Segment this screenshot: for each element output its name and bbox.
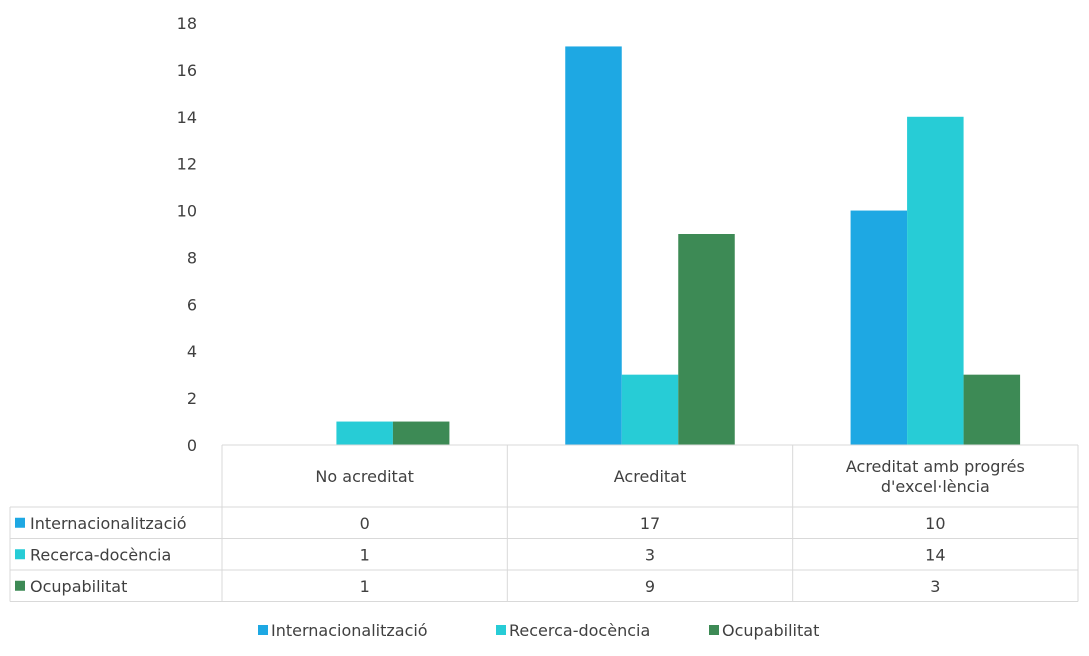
- category-label-acreditat: Acreditat: [614, 467, 686, 486]
- data-label-recerca-docencia-acreditat-amb-progres-d-excel-lencia: 14: [925, 545, 945, 564]
- y-tick-label: 6: [187, 295, 197, 314]
- table-legend-key-ocupabilitat: [15, 580, 25, 591]
- table-row-label-recerca-docencia: Recerca-docència: [30, 545, 171, 564]
- table-legend-key-internacionalitzacio: [15, 517, 25, 528]
- table-row-label-internacionalitzacio: Internacionalització: [30, 514, 187, 533]
- y-tick-label: 18: [177, 14, 197, 33]
- legend-key-recerca-docencia: [496, 625, 506, 635]
- legend: Internacionalització Recerca-docència Ocup…: [258, 621, 819, 640]
- y-tick-label: 4: [187, 342, 197, 361]
- y-tick-label: 10: [177, 202, 197, 221]
- data-label-internacionalitzacio-no-acreditat: 0: [360, 514, 370, 533]
- y-tick-label: 16: [177, 61, 197, 80]
- data-label-internacionalitzacio-acreditat-amb-progres-d-excel-lencia: 10: [925, 514, 945, 533]
- data-table: No acreditat Acreditat Acreditat amb progr…: [9, 444, 1079, 602]
- data-label-internacionalitzacio-acreditat: 17: [640, 514, 660, 533]
- legend-label-recerca-docencia: Recerca-docència: [509, 621, 650, 640]
- bar-recerca-docencia-no-acreditat: [336, 421, 393, 445]
- bar-ocupabilitat-no-acreditat: [392, 421, 450, 445]
- bar-internacionalitzacio-acreditat: [565, 46, 622, 445]
- bars: [336, 46, 1021, 446]
- data-label-recerca-docencia-no-acreditat: 1: [360, 545, 370, 564]
- category-label-no-acreditat: No acreditat: [315, 467, 413, 486]
- y-tick-label: 12: [177, 155, 197, 174]
- bar-recerca-docencia-acreditat-amb-progres-d-excel-lencia: [907, 116, 964, 446]
- legend-key-internacionalitzacio: [258, 625, 268, 635]
- y-tick-label: 14: [177, 108, 197, 127]
- data-label-ocupabilitat-no-acreditat: 1: [360, 577, 370, 596]
- data-label-recerca-docencia-acreditat: 3: [645, 545, 655, 564]
- bar-ocupabilitat-acreditat-amb-progres-d-excel-lencia: [963, 374, 1021, 445]
- legend-key-ocupabilitat: [709, 625, 719, 635]
- y-tick-label: 0: [187, 436, 197, 455]
- bar-ocupabilitat-acreditat: [678, 234, 735, 445]
- bar-internacionalitzacio-acreditat-amb-progres-d-excel-lencia: [850, 210, 908, 445]
- category-label-acreditat-amb-progres-d-excel-lencia: Acreditat amb progrés d'excel·lència: [846, 457, 1025, 496]
- y-axis-ticks: 0 2 4 6 8 10 12 14 16 18: [177, 14, 197, 455]
- table-legend-key-recerca-docencia: [15, 549, 25, 560]
- table-row-label-ocupabilitat: Ocupabilitat: [30, 577, 127, 596]
- bar-recerca-docencia-acreditat: [621, 374, 679, 445]
- data-label-ocupabilitat-acreditat-amb-progres-d-excel-lencia: 3: [930, 577, 940, 596]
- legend-label-ocupabilitat: Ocupabilitat: [722, 621, 819, 640]
- y-tick-label: 8: [187, 248, 197, 267]
- y-tick-label: 2: [187, 389, 197, 408]
- legend-label-internacionalitzacio: Internacionalització: [271, 621, 428, 640]
- data-label-ocupabilitat-acreditat: 9: [645, 577, 655, 596]
